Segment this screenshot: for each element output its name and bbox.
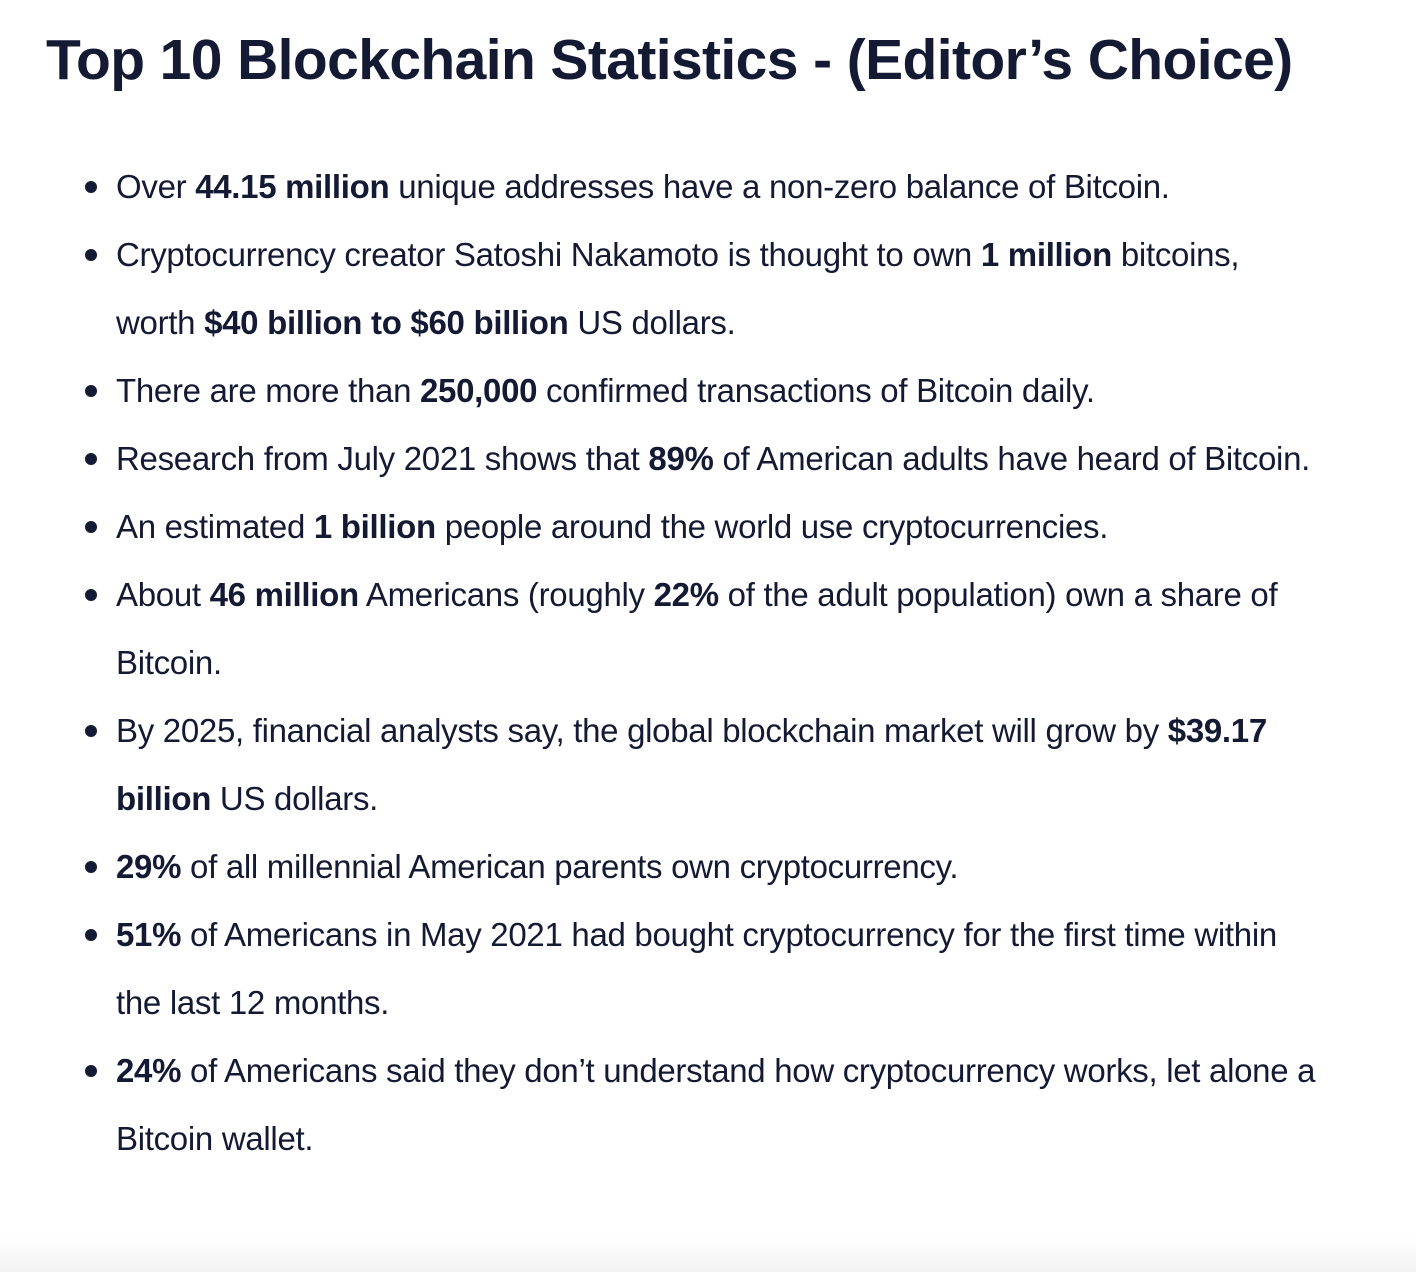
- page-title: Top 10 Blockchain Statistics - (Editor’s…: [46, 28, 1293, 92]
- stat-text: Over: [116, 168, 196, 205]
- bullet-icon: [85, 861, 97, 873]
- bullet-icon: [85, 589, 97, 601]
- stat-item: By 2025, financial analysts say, the glo…: [0, 697, 1316, 833]
- stat-text: confirmed transactions of Bitcoin daily.: [537, 372, 1095, 409]
- stat-highlight: 1 billion: [313, 508, 436, 545]
- stat-text: There are more than: [116, 372, 420, 409]
- stat-highlight: 29%: [116, 848, 182, 885]
- stat-text: of American adults have heard of Bitcoin…: [713, 440, 1310, 477]
- bullet-icon: [85, 453, 97, 465]
- stat-item: Research from July 2021 shows that 89% o…: [0, 425, 1316, 493]
- stat-item: 29% of all millennial American parents o…: [0, 833, 1316, 901]
- stat-text: US dollars.: [211, 780, 379, 817]
- stat-text: of Americans in May 2021 had bought cryp…: [116, 916, 1277, 1021]
- stat-item: 51% of Americans in May 2021 had bought …: [0, 901, 1316, 1037]
- bullet-icon: [85, 249, 97, 261]
- stat-text: of Americans said they don’t understand …: [116, 1052, 1316, 1157]
- bullet-icon: [85, 521, 97, 533]
- stat-text: Research from July 2021 shows that: [116, 440, 649, 477]
- stat-text: Cryptocurrency creator Satoshi Nakamoto …: [116, 236, 981, 273]
- stat-item: Cryptocurrency creator Satoshi Nakamoto …: [0, 221, 1316, 357]
- stat-text: people around the world use cryptocurren…: [435, 508, 1109, 545]
- stat-highlight: 51%: [116, 916, 182, 953]
- stat-highlight: $39.17 billion: [116, 712, 1267, 817]
- stat-text: About: [116, 576, 210, 613]
- stat-highlight: 46 million: [209, 576, 360, 613]
- stat-item: Over 44.15 million unique addresses have…: [0, 153, 1316, 221]
- stat-item: About 46 million Americans (roughly 22% …: [0, 561, 1316, 697]
- stat-text: of the adult population) own a share of …: [116, 576, 1278, 681]
- stat-highlight: 22%: [653, 576, 719, 613]
- stat-highlight: 24%: [116, 1052, 182, 1089]
- bullet-icon: [85, 181, 97, 193]
- stat-highlight: 89%: [648, 440, 714, 477]
- bullet-icon: [85, 385, 97, 397]
- stat-highlight: $40 billion to $60 billion: [204, 304, 569, 341]
- bottom-fade: [0, 1236, 1416, 1272]
- stat-text: An estimated: [116, 508, 314, 545]
- bullet-icon: [85, 725, 97, 737]
- stat-item: 24% of Americans said they don’t underst…: [0, 1037, 1316, 1173]
- stat-text: bitcoins, worth: [116, 236, 1240, 341]
- stat-text: of all millennial American parents own c…: [181, 848, 959, 885]
- bullet-icon: [85, 1065, 97, 1077]
- bullet-icon: [85, 929, 97, 941]
- stat-text: US dollars.: [568, 304, 736, 341]
- stat-highlight: 44.15 million: [195, 168, 390, 205]
- stat-highlight: 250,000: [420, 372, 538, 409]
- stat-highlight: 1 million: [980, 236, 1113, 273]
- stat-item: An estimated 1 billion people around the…: [0, 493, 1316, 561]
- statistics-list: Over 44.15 million unique addresses have…: [0, 153, 1416, 1173]
- stat-item: There are more than 250,000 confirmed tr…: [0, 357, 1316, 425]
- stat-text: unique addresses have a non-zero balance…: [389, 168, 1170, 205]
- stat-text: Americans (roughly: [358, 576, 654, 613]
- stat-text: By 2025, financial analysts say, the glo…: [116, 712, 1168, 749]
